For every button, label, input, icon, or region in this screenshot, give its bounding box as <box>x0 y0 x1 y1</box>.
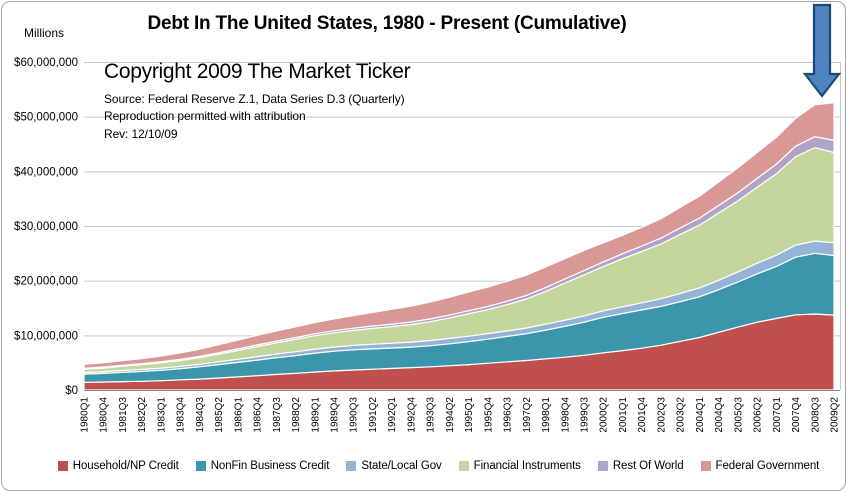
y-axis-unit-label: Millions <box>24 26 65 40</box>
y-tick-label: $30,000,000 <box>14 221 78 233</box>
x-tick-label: 1997Q2 <box>522 397 533 433</box>
legend-item-federal-government: Federal Government <box>700 460 820 472</box>
attribution-text: Reproduction permitted with attribution <box>104 109 306 124</box>
y-tick-label: $60,000,000 <box>14 57 78 69</box>
x-tick-label: 1983Q1 <box>156 397 167 433</box>
legend-label: State/Local Gov <box>361 460 442 472</box>
legend-swatch-federal-government <box>700 461 711 471</box>
x-tick-label: 1980Q1 <box>80 397 91 433</box>
x-tick-label: 1995Q1 <box>464 397 475 433</box>
legend-item-state-local-gov: State/Local Gov <box>346 460 442 472</box>
x-tick-label: 1988Q2 <box>291 397 302 433</box>
x-tick-label: 2009Q2 <box>830 397 841 433</box>
legend-swatch-state-local-gov <box>346 461 357 471</box>
x-tick-label: 1989Q4 <box>330 397 341 433</box>
revision-text: Rev: 12/10/09 <box>104 126 178 141</box>
x-tick-label: 1992Q1 <box>387 397 398 433</box>
legend-item-household-np-credit: Household/NP Credit <box>57 460 179 472</box>
x-tick-label: 1994Q2 <box>445 397 456 433</box>
legend-item-financial-instruments: Financial Instruments <box>458 460 581 472</box>
copyright-text: Copyright 2009 The Market Ticker <box>104 60 411 83</box>
y-tick-label: $10,000,000 <box>14 330 78 342</box>
x-tick-label: 1984Q3 <box>195 397 206 433</box>
x-tick-label: 1986Q4 <box>253 397 264 433</box>
x-tick-label: 1985Q2 <box>214 397 225 433</box>
legend-swatch-rest-of-world <box>597 461 608 471</box>
chart-title: Debt In The United States, 1980 - Presen… <box>147 13 627 34</box>
x-tick-label: 2008Q3 <box>810 397 821 433</box>
x-tick-label: 2001Q4 <box>637 397 648 433</box>
legend-label: Financial Instruments <box>473 460 581 472</box>
x-tick-label: 2004Q1 <box>695 397 706 433</box>
x-tick-label: 1995Q4 <box>483 397 494 433</box>
x-tick-label: 1990Q3 <box>349 397 360 433</box>
x-tick-label: 1989Q1 <box>310 397 321 433</box>
legend-label: Rest Of World <box>612 460 684 472</box>
y-tick-label: $20,000,000 <box>14 276 78 288</box>
x-tick-label: 2007Q4 <box>791 397 802 433</box>
x-tick-label: 1998Q4 <box>560 397 571 433</box>
x-tick-label: 1996Q3 <box>503 397 514 433</box>
area-series-federal-government <box>83 102 835 370</box>
y-tick-label: $0 <box>65 385 78 397</box>
x-tick-label: 1980Q4 <box>99 397 110 433</box>
legend-item-nonfin-business-credit: NonFin Business Credit <box>195 460 330 472</box>
down-arrow-annotation <box>802 3 842 98</box>
debt-stacked-area-chart: $60,000,000 $50,000,000 $40,000,000 $30,000… <box>14 3 842 433</box>
x-tick-label: 2007Q1 <box>772 397 783 433</box>
legend-label: Federal Government <box>715 460 820 472</box>
copyright-block: Copyright 2009 The Market Ticker Source:… <box>104 60 411 143</box>
legend-item-rest-of-world: Rest Of World <box>597 460 684 472</box>
legend-swatch-financial-instruments <box>458 461 469 471</box>
x-tick-label: 1986Q1 <box>233 397 244 433</box>
x-tick-label: 2000Q2 <box>599 397 610 433</box>
x-tick-label: 2005Q3 <box>733 397 744 433</box>
y-tick-label: $40,000,000 <box>14 166 78 178</box>
legend-swatch-household-np-credit <box>57 461 68 471</box>
x-tick-label: 1983Q4 <box>176 397 187 433</box>
x-tick-label: 1987Q3 <box>272 397 283 433</box>
legend-swatch-nonfin-business-credit <box>195 461 206 471</box>
x-tick-label: 2002Q3 <box>656 397 667 433</box>
legend-label: Household/NP Credit <box>72 460 179 472</box>
x-tick-label: 1999Q3 <box>580 397 591 433</box>
legend-label: NonFin Business Credit <box>210 460 330 472</box>
x-tick-label: 1991Q2 <box>368 397 379 433</box>
x-tick-label: 2006Q2 <box>753 397 764 433</box>
x-tick-label: 1998Q1 <box>541 397 552 433</box>
x-tick-label: 1993Q3 <box>426 397 437 433</box>
source-text: Source: Federal Reserve Z.1, Data Series… <box>104 92 405 106</box>
x-tick-label: 2004Q4 <box>714 397 725 433</box>
chart-legend: Household/NP Credit NonFin Business Credi… <box>2 460 847 472</box>
x-tick-label: 1981Q3 <box>118 397 129 433</box>
x-tick-label: 1992Q4 <box>406 397 417 433</box>
x-tick-label: 2001Q1 <box>618 397 629 433</box>
x-tick-label: 2003Q2 <box>676 397 687 433</box>
x-tick-label: 1982Q2 <box>137 397 148 433</box>
y-tick-label: $50,000,000 <box>14 112 78 124</box>
